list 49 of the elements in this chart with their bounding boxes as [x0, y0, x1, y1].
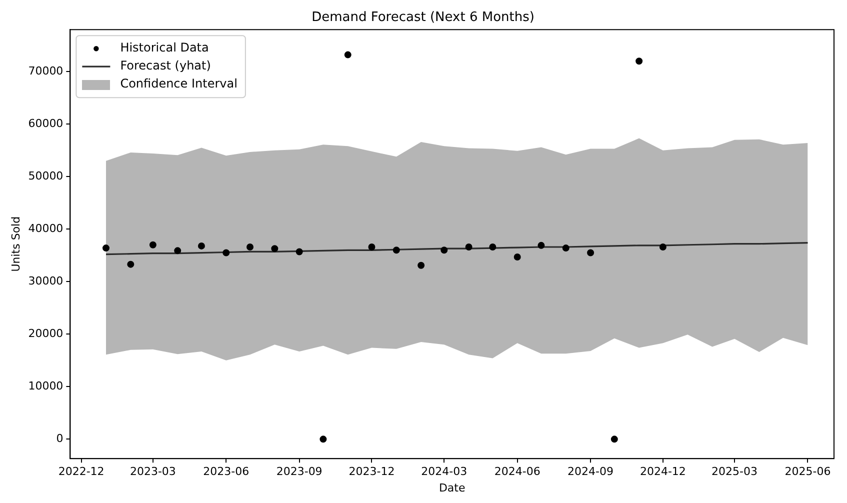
x-tick-label: 2024-12	[640, 465, 686, 478]
point	[465, 243, 472, 250]
point	[440, 246, 448, 254]
point	[538, 242, 545, 249]
point	[636, 58, 643, 65]
point	[514, 253, 521, 260]
y-tick-label: 30000	[28, 274, 64, 288]
x-tick-label: 2024-06	[494, 465, 540, 478]
annotation: Confidence Interval	[120, 76, 238, 91]
point	[296, 248, 303, 256]
x-tick-label: 2023-09	[276, 465, 322, 478]
x-tick-label: 2024-09	[568, 465, 614, 478]
point	[127, 260, 134, 268]
legend-label: Historical Data	[120, 40, 209, 55]
point	[562, 244, 570, 252]
chart-title: Demand Forecast (Next 6 Months)	[312, 10, 534, 26]
y-tick-label: 60000	[28, 116, 64, 130]
y-axis-title: Units Sold	[9, 216, 22, 272]
x-tick-label: 2025-03	[712, 465, 758, 478]
y-tick-label: 50000	[28, 169, 64, 182]
y-tick-label: 20000	[28, 327, 64, 340]
point	[320, 436, 327, 443]
point	[418, 262, 425, 269]
x-axis-title: Date	[438, 481, 466, 494]
y-tick-label: 10000	[28, 380, 64, 393]
y-tick-label: 40000	[28, 222, 64, 235]
x-tick-label: 2023-03	[130, 465, 176, 478]
point	[222, 249, 230, 256]
point	[392, 246, 400, 254]
x-tick-label: 2022-12	[58, 465, 104, 478]
point	[271, 245, 278, 252]
x-tick-label: 2023-12	[348, 465, 395, 478]
legend-label: Forecast (yhat)	[120, 58, 211, 73]
point	[659, 243, 666, 250]
point	[587, 249, 594, 256]
point	[610, 436, 618, 443]
point	[246, 243, 254, 250]
x-tick-label: 2024-03	[421, 465, 468, 478]
x-tick-label: 2025-06	[784, 465, 831, 478]
point	[149, 241, 156, 248]
point	[344, 51, 352, 58]
point	[198, 242, 205, 250]
y-tick-label: 70000	[28, 64, 64, 78]
y-tick-label: 0	[56, 432, 64, 446]
point	[174, 247, 182, 254]
point	[102, 244, 110, 252]
point	[368, 243, 376, 250]
x-tick-label: 2023-06	[203, 465, 250, 478]
point	[489, 243, 496, 250]
